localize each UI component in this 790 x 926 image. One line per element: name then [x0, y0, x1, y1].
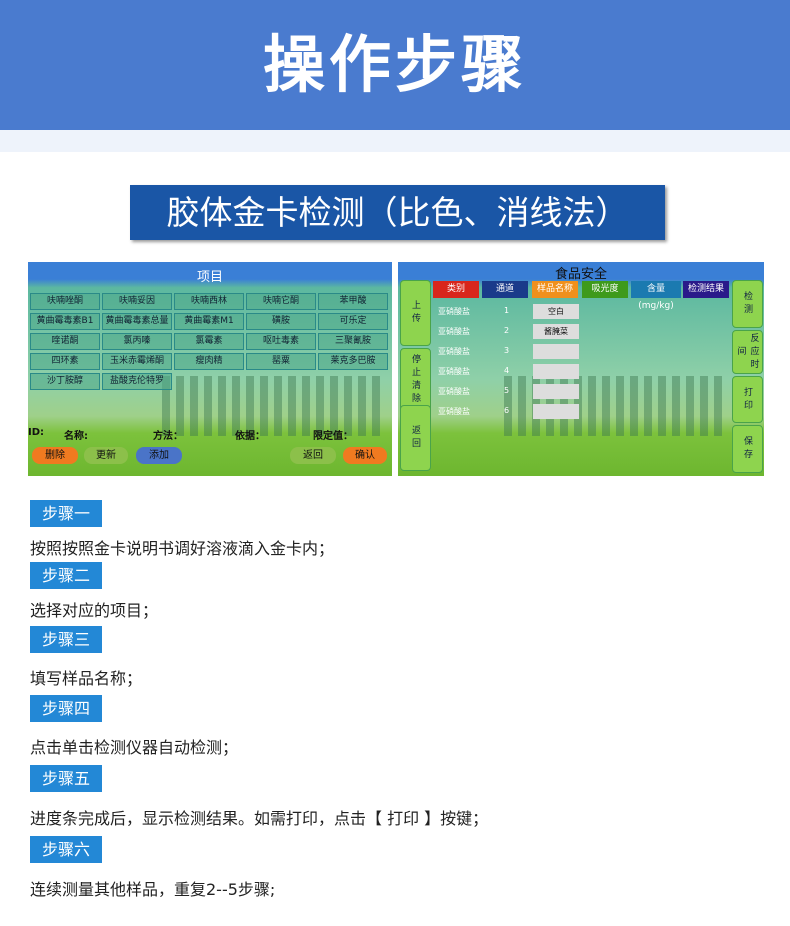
step-label: 步骤六	[30, 836, 102, 863]
row-category: 亚硝酸盐	[438, 327, 470, 336]
sample-name-input[interactable]	[533, 344, 579, 359]
column-header: 样品名称	[532, 281, 578, 298]
screen-title: 项目	[196, 270, 223, 285]
project-item-button[interactable]: 可乐定	[318, 313, 388, 330]
project-item-button[interactable]: 黄曲霉毒素总量	[102, 313, 172, 330]
column-header: 通道	[482, 281, 528, 298]
update-button[interactable]: 更新	[84, 447, 128, 464]
project-item-button[interactable]: 罂粟	[246, 353, 316, 370]
step-text: 进度条完成后，显示检测结果。如需打印，点击【 打印 】按键；	[30, 809, 489, 828]
delete-button[interactable]: 删除	[32, 447, 78, 464]
page-header: 操作步骤	[0, 0, 790, 130]
project-item-button[interactable]: 呋喃它酮	[246, 293, 316, 310]
project-item-button[interactable]: 盐酸克伦特罗	[102, 373, 172, 390]
step-label: 步骤三	[30, 626, 102, 653]
limit-label: 限定值：	[313, 431, 353, 442]
row-category: 亚硝酸盐	[438, 407, 470, 416]
sample-name-input[interactable]: 酱腌菜	[533, 324, 579, 339]
row-channel: 5	[504, 386, 510, 395]
step-label: 步骤一	[30, 500, 102, 527]
project-item-button[interactable]: 磺胺	[246, 313, 316, 330]
step-label: 步骤五	[30, 765, 102, 792]
column-header: 检测结果	[683, 281, 729, 298]
step-label: 步骤四	[30, 695, 102, 722]
row-channel: 4	[504, 366, 510, 375]
side-button[interactable]: 检测	[732, 280, 763, 328]
sample-name-input[interactable]	[533, 404, 579, 419]
project-item-button[interactable]: 苯甲酸	[318, 293, 388, 310]
project-item-button[interactable]: 玉米赤霉烯酮	[102, 353, 172, 370]
project-item-button[interactable]: 瘦肉精	[174, 353, 244, 370]
back-button[interactable]: 返回	[290, 447, 336, 464]
step-label: 步骤二	[30, 562, 102, 589]
step-text: 选择对应的项目；	[30, 601, 159, 620]
project-item-button[interactable]: 呕吐毒素	[246, 333, 316, 350]
row-channel: 3	[504, 346, 510, 355]
project-item-button[interactable]: 莱克多巴胺	[318, 353, 388, 370]
section-title: 胶体金卡检测（比色、消线法）	[130, 185, 665, 240]
side-button[interactable]: 保存	[732, 425, 763, 473]
screenshot-food-safety: 食品安全 类别 通道 样品名称 吸光度 含量(mg/kg) 检测结果 亚硝酸盐 1 空白 亚硝酸盐…	[398, 262, 764, 476]
divider	[0, 130, 790, 152]
project-item-button[interactable]: 氯霉素	[174, 333, 244, 350]
row-category: 亚硝酸盐	[438, 307, 470, 316]
row-category: 亚硝酸盐	[438, 387, 470, 396]
step-text: 填写样品名称；	[30, 669, 143, 688]
sample-name-input[interactable]	[533, 384, 579, 399]
side-button[interactable]: 停止清除	[400, 348, 431, 412]
step-text: 按照按照金卡说明书调好溶液滴入金卡内；	[30, 539, 335, 558]
confirm-button[interactable]: 确认	[343, 447, 387, 464]
screenshot-project-select: 项目 呋喃唑酮 呋喃妥因 呋喃西林 呋喃它酮 苯甲酸黄曲霉毒素B1 黄曲霉毒素总量 黄曲霉素…	[28, 262, 392, 476]
project-item-button[interactable]: 三聚氰胺	[318, 333, 388, 350]
project-item-button[interactable]: 呋喃西林	[174, 293, 244, 310]
project-item-button[interactable]: 沙丁胺醇	[30, 373, 100, 390]
project-item-button[interactable]: 氯丙嗪	[102, 333, 172, 350]
row-channel: 1	[504, 306, 510, 315]
column-header: 类别	[433, 281, 479, 298]
step-text: 点击单击检测仪器自动检测；	[30, 738, 239, 757]
id-label: ID:	[28, 427, 45, 438]
column-header: 含量(mg/kg)	[631, 281, 681, 311]
project-item-button[interactable]: 四环素	[30, 353, 100, 370]
step-text: 连续测量其他样品，重复2--5步骤;	[30, 880, 276, 899]
basis-label: 依据：	[235, 431, 265, 442]
side-button[interactable]: 反应时间	[732, 330, 763, 374]
project-item-button[interactable]: 呋喃妥因	[102, 293, 172, 310]
row-category: 亚硝酸盐	[438, 367, 470, 376]
name-label: 名称:	[64, 431, 88, 442]
screen-title: 食品安全	[554, 267, 607, 282]
city-background	[162, 376, 382, 436]
row-category: 亚硝酸盐	[438, 347, 470, 356]
project-item-button[interactable]: 黄曲霉毒素B1	[30, 313, 100, 330]
side-button[interactable]: 打印	[732, 376, 763, 423]
method-label: 方法：	[153, 431, 183, 442]
sample-name-input[interactable]	[533, 364, 579, 379]
project-item-button[interactable]: 黄曲霉素M1	[174, 313, 244, 330]
side-button[interactable]: 返回	[400, 405, 431, 471]
project-item-button[interactable]: 喹诺酮	[30, 333, 100, 350]
sample-name-input[interactable]: 空白	[533, 304, 579, 319]
row-channel: 2	[504, 326, 510, 335]
column-header: 吸光度	[582, 281, 628, 298]
side-button[interactable]: 上传	[400, 280, 431, 346]
project-item-button[interactable]: 呋喃唑酮	[30, 293, 100, 310]
row-channel: 6	[504, 406, 510, 415]
add-button[interactable]: 添加	[136, 447, 182, 464]
